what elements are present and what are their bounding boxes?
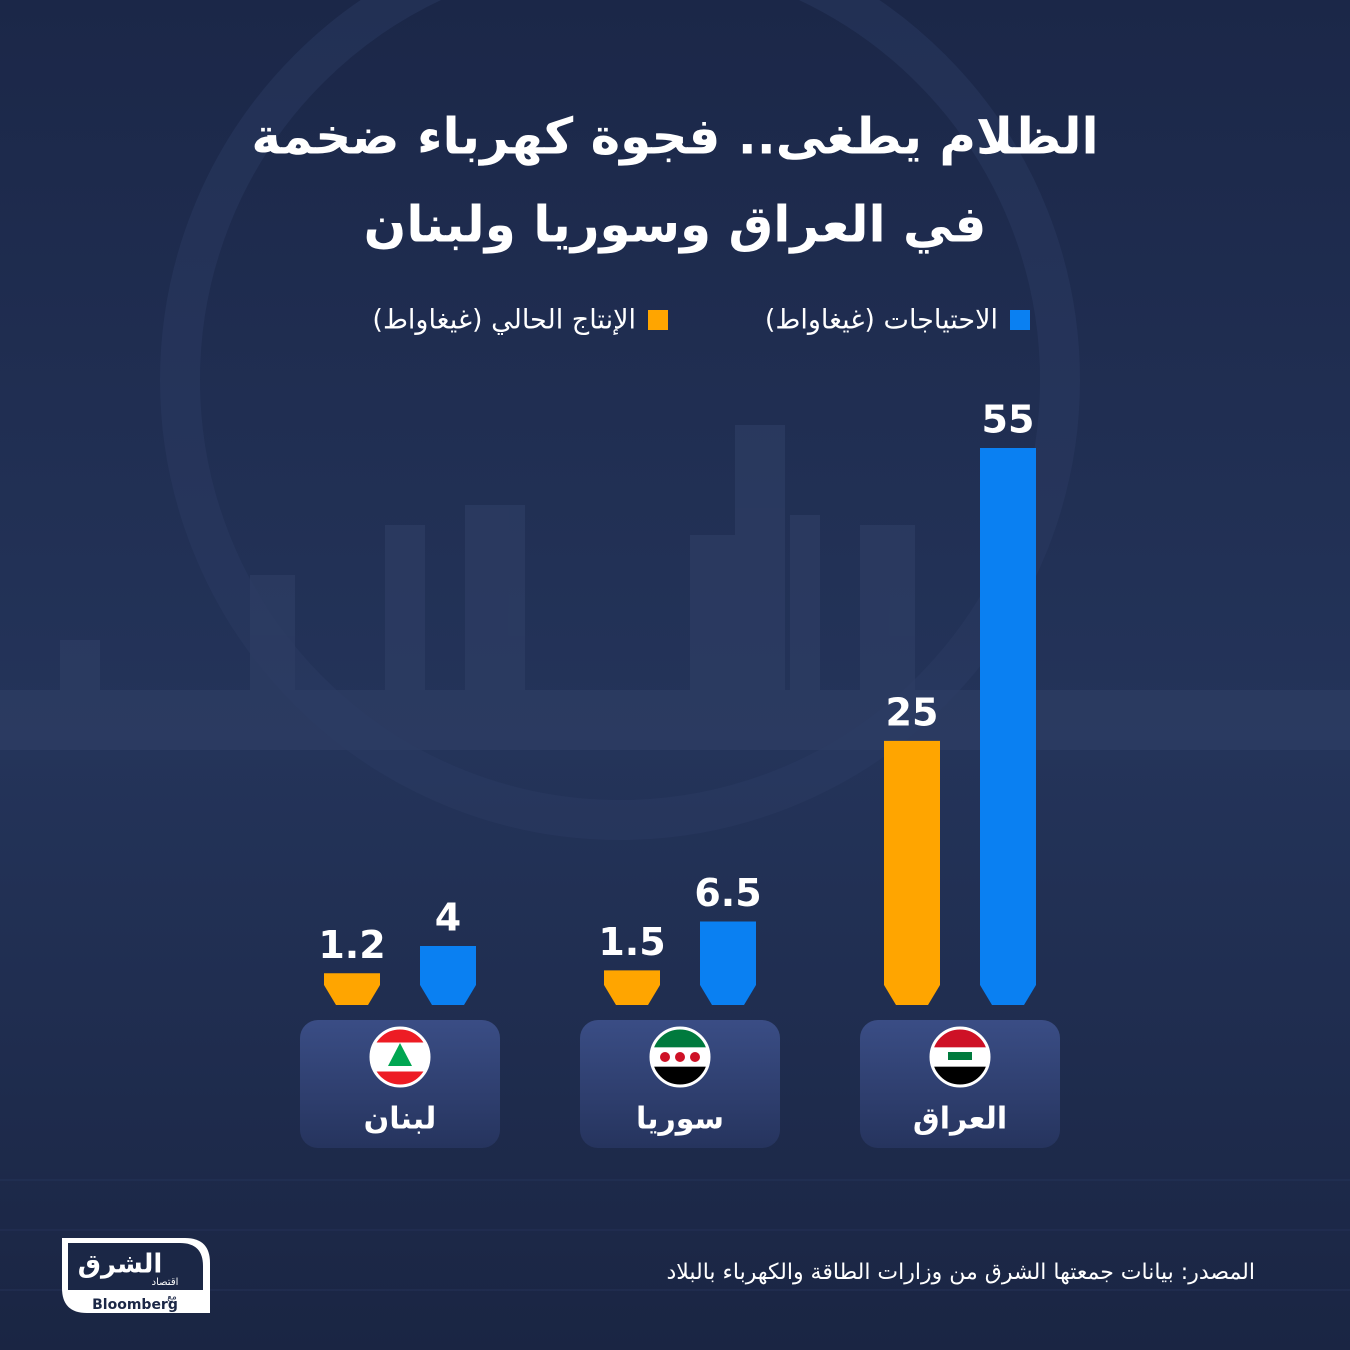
flag-icon bbox=[649, 1026, 711, 1088]
flag-border bbox=[929, 1026, 991, 1088]
x-tick-label: لبنان bbox=[364, 1102, 437, 1137]
logo-with: مع bbox=[167, 1293, 177, 1303]
value-label: 6.5 bbox=[694, 871, 761, 915]
legend-label: الاحتياجات (غيغاواط) bbox=[765, 305, 998, 336]
chart-title: الظلام يطغى.. فجوة كهرباء ضخمة bbox=[251, 108, 1098, 167]
skyline-decoration bbox=[0, 425, 1350, 750]
legend-swatch bbox=[1010, 310, 1030, 330]
seal-decoration bbox=[160, 0, 1080, 840]
x-tick-label: العراق bbox=[913, 1102, 1007, 1137]
bar bbox=[980, 448, 1036, 1005]
source-note: المصدر: بيانات جمعتها الشرق من وزارات ال… bbox=[666, 1260, 1255, 1285]
value-label: 1.5 bbox=[598, 920, 665, 964]
bar bbox=[700, 921, 756, 1005]
floor-grid bbox=[0, 1179, 1350, 1291]
flag-border bbox=[649, 1026, 711, 1088]
legend-swatch bbox=[648, 310, 668, 330]
logo-sub: اقتصاد bbox=[152, 1277, 179, 1288]
chart-title: في العراق وسوريا ولبنان bbox=[364, 196, 987, 255]
bar bbox=[884, 740, 940, 1005]
flag-star bbox=[675, 1052, 685, 1062]
flag-cedar bbox=[388, 1043, 412, 1066]
logo-name: الشرق bbox=[78, 1250, 163, 1280]
flag-border bbox=[369, 1026, 431, 1088]
flag-icon bbox=[929, 1026, 991, 1088]
value-label: 4 bbox=[435, 895, 461, 939]
bar bbox=[324, 973, 380, 1005]
legend-label: الإنتاج الحالي (غيغاواط) bbox=[372, 305, 636, 336]
flag-star bbox=[660, 1052, 670, 1062]
value-label: 1.2 bbox=[318, 923, 385, 967]
value-label: 25 bbox=[886, 690, 939, 734]
value-label: 55 bbox=[982, 398, 1035, 442]
flag-icon bbox=[369, 1026, 431, 1088]
logo-partner: Bloomberg bbox=[92, 1297, 178, 1313]
flag-star bbox=[690, 1052, 700, 1062]
bar bbox=[604, 970, 660, 1005]
x-tick-label: سوريا bbox=[636, 1102, 724, 1137]
logo: الشرق اقتصاد مع Bloomberg bbox=[62, 1238, 210, 1313]
bar bbox=[420, 945, 476, 1005]
flag-emblem bbox=[948, 1052, 972, 1060]
